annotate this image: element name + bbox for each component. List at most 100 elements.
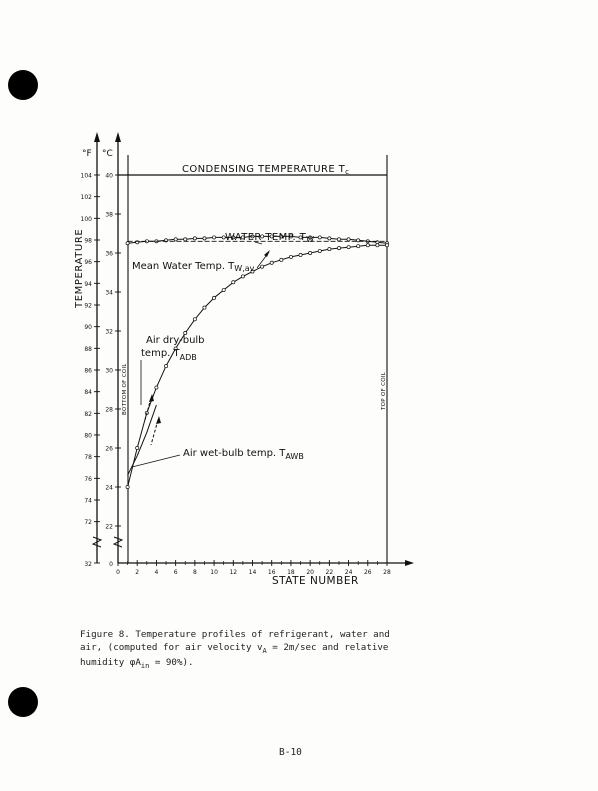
c-tick-label: 30 xyxy=(105,368,113,375)
x-axis-label: STATE NUMBER xyxy=(272,575,359,587)
air-dry-bulb-line-point xyxy=(337,246,341,251)
water-temp-line-point xyxy=(327,236,332,241)
x-tick-label: 28 xyxy=(383,569,391,576)
air-dry-bulb-line-point xyxy=(202,305,207,310)
air-dry-bulb-line-point xyxy=(154,385,159,390)
x-tick-label: 6 xyxy=(174,569,178,576)
air-dry-bulb-line-point xyxy=(365,243,370,248)
series-layer xyxy=(118,174,389,489)
x-tick-label: 24 xyxy=(345,569,353,576)
air-dry-bulb-line xyxy=(127,244,387,488)
x-tick-label: 26 xyxy=(364,569,372,576)
water-temp-line-point xyxy=(279,234,284,239)
water-temp-line-point xyxy=(173,237,178,242)
c-tick-label: 26 xyxy=(105,446,113,453)
condensing-label: CONDENSING TEMPERATURE Tc xyxy=(182,164,349,176)
water-temp-line-point xyxy=(288,234,293,239)
air-dry-bulb-line-point xyxy=(125,485,130,489)
c-tick-label: 28 xyxy=(105,407,113,414)
water-temp-line-point xyxy=(317,235,322,240)
water-temp-line-point xyxy=(260,234,265,239)
x-tick-label: 18 xyxy=(287,569,295,576)
air-dry-bulb-line-point xyxy=(135,446,140,450)
awb-label: Air wet-bulb temp. TAWB xyxy=(183,448,304,461)
x-tick-label: 20 xyxy=(306,569,314,576)
air-dry-bulb-line-point xyxy=(298,252,303,257)
air-dry-bulb-line-point xyxy=(288,254,293,259)
celsius-ticks: 40 38 36 34 32 30 28 26 24 22 0 xyxy=(105,173,121,568)
c-tick-label-bottom: 0 xyxy=(109,561,113,568)
caption-line-2: air, (computed for air velocity vA = 2m/… xyxy=(80,641,389,655)
air-dry-bulb-line-point xyxy=(346,245,351,250)
x-tick-label: 8 xyxy=(193,569,197,576)
unit-f-label: °F xyxy=(82,149,92,159)
f-tick-label: 86 xyxy=(84,368,92,375)
fahrenheit-ticks: 104 102 100 98 96 94 92 90 88 86 84 82 80 78 76 74 72 32 xyxy=(81,173,100,568)
c-tick-label: 22 xyxy=(105,524,113,531)
binder-hole-top xyxy=(8,70,38,100)
x-tick-label: 16 xyxy=(268,569,276,576)
f-tick-label: 96 xyxy=(84,259,92,266)
air-dry-bulb-line-point xyxy=(250,269,255,274)
air-dry-bulb-line-point xyxy=(356,244,361,249)
air-dry-bulb-line-point xyxy=(192,317,197,322)
air-dry-bulb-line-point xyxy=(385,243,389,248)
air-dry-bulb-line-point xyxy=(221,288,226,292)
x-tick-label: 14 xyxy=(249,569,257,576)
caption-line-1: Figure 8. Temperature profiles of refrig… xyxy=(80,629,390,640)
air-dry-bulb-line-point xyxy=(317,249,322,253)
x-tick-label: 0 xyxy=(116,569,120,576)
water-label-pointer xyxy=(254,241,263,245)
air-wet-bulb-line xyxy=(127,404,157,476)
f-tick-label: 102 xyxy=(81,194,93,201)
air-dry-bulb-line-point xyxy=(240,274,245,279)
water-temp-line-point xyxy=(269,234,274,239)
water-temp-line-point xyxy=(221,235,226,240)
water-temp-line-point xyxy=(125,241,130,246)
air-dry-bulb-line-point xyxy=(231,280,236,285)
water-temp-label: WATER TEMP. TW xyxy=(225,232,314,244)
f-tick-label: 78 xyxy=(84,454,92,461)
x-tick-label: 12 xyxy=(229,569,237,576)
c-tick-label: 36 xyxy=(105,251,113,258)
air-dry-bulb-line-point xyxy=(308,251,313,255)
x-tick-label: 2 xyxy=(135,569,139,576)
f-tick-label: 92 xyxy=(84,303,92,310)
x-tick-label: 10 xyxy=(210,569,218,576)
top-of-coil-label: TOP OF COIL xyxy=(381,371,387,411)
page-number: B-10 xyxy=(279,747,302,758)
f-tick-label: 84 xyxy=(84,389,92,396)
x-tick-label: 4 xyxy=(155,569,159,576)
water-temp-line-point xyxy=(192,236,197,241)
water-temp-line-point xyxy=(250,234,255,239)
x-tick-label: 22 xyxy=(326,569,334,576)
binder-hole-bottom xyxy=(8,687,38,717)
adb-label-line1: Air dry-bulb xyxy=(146,335,205,346)
c-tick-label: 40 xyxy=(105,173,113,180)
f-tick-label: 80 xyxy=(84,433,92,440)
air-dry-bulb-line-point xyxy=(212,295,217,300)
water-temp-line-point xyxy=(212,235,217,240)
f-tick-label: 90 xyxy=(84,324,92,331)
air-dry-bulb-line-point xyxy=(173,346,178,351)
air-dry-bulb-line-point xyxy=(260,264,265,269)
water-temp-line xyxy=(127,235,388,244)
air-dry-bulb-line-point xyxy=(183,331,188,335)
c-tick-label: 38 xyxy=(105,212,113,219)
f-tick-label: 82 xyxy=(84,411,92,418)
f-tick-label: 104 xyxy=(81,173,93,180)
water-temp-line-point xyxy=(183,237,188,242)
mean-water-label: Mean Water Temp. TW,av. xyxy=(132,261,256,273)
air-dry-bulb-line-point xyxy=(327,247,332,252)
direction-arrow-1 xyxy=(144,397,152,421)
f-tick-label: 100 xyxy=(81,216,93,223)
adb-label-line2: temp. TADB xyxy=(141,348,197,362)
y-axis-label: TEMPERATURE xyxy=(74,229,85,309)
water-temp-line-point xyxy=(231,235,236,240)
c-tick-label: 24 xyxy=(105,485,113,492)
f-tick-label: 74 xyxy=(84,498,92,505)
f-tick-label: 76 xyxy=(84,476,92,483)
f-tick-label: 98 xyxy=(84,238,92,245)
water-temp-line-point xyxy=(308,235,313,240)
